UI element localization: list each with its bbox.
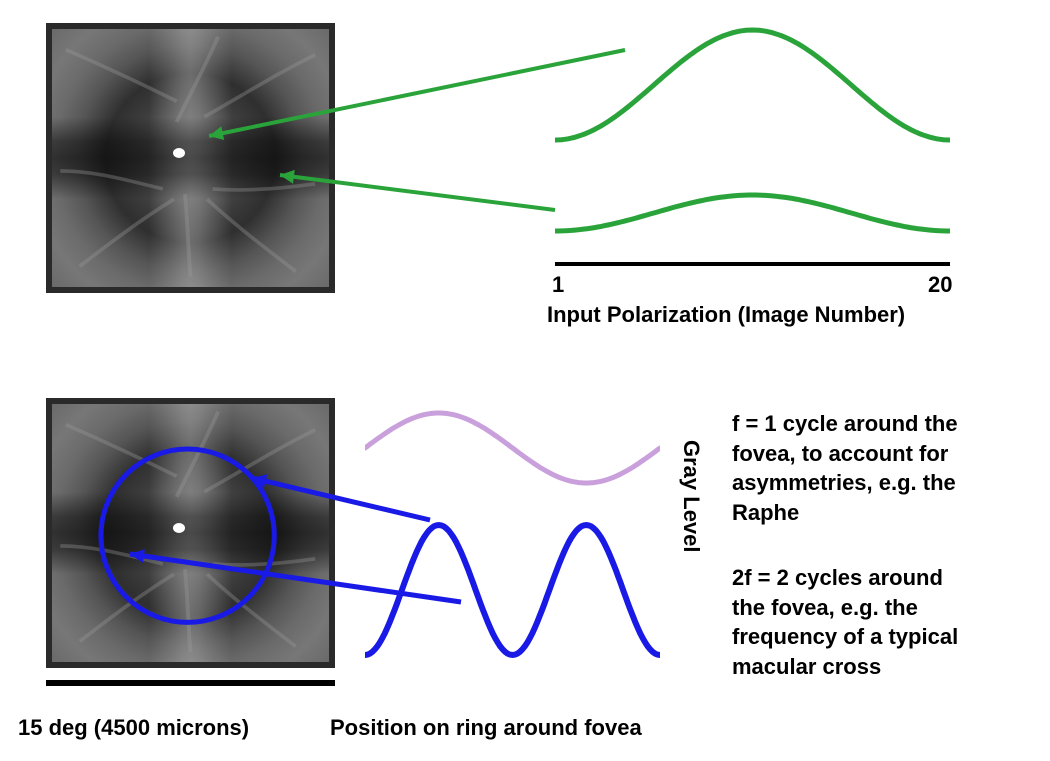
paragraph-2f-line: frequency of a typical xyxy=(732,622,958,652)
arrow-blue-lower xyxy=(115,539,476,617)
top-x-axis xyxy=(555,262,950,266)
scale-bar xyxy=(46,680,335,686)
arrow-top-lower xyxy=(265,160,570,225)
arrow-top-upper xyxy=(194,35,640,151)
top-sine-small xyxy=(555,175,950,250)
paragraph-2f-line: macular cross xyxy=(732,652,958,682)
figure-canvas: 1 20 Input Polarization (Image Number) 15 d… xyxy=(0,0,1050,761)
gray-level-label: Gray Level xyxy=(678,440,704,553)
paragraph-2f-line: the fovea, e.g. the xyxy=(732,593,958,623)
top-axis-tick-left: 1 xyxy=(552,272,564,298)
fovea-dot xyxy=(173,148,185,158)
paragraph-1f: f = 1 cycle around thefovea, to account … xyxy=(732,409,958,528)
paragraph-1f-line: fovea, to account for xyxy=(732,439,958,469)
top-axis-tick-right: 20 xyxy=(928,272,952,298)
arrow-blue-upper xyxy=(237,463,445,535)
paragraph-1f-line: asymmetries, e.g. the xyxy=(732,468,958,498)
paragraph-1f-line: Raphe xyxy=(732,498,958,528)
paragraph-1f-line: f = 1 cycle around the xyxy=(732,409,958,439)
top-axis-label: Input Polarization (Image Number) xyxy=(547,302,905,328)
paragraph-2f: 2f = 2 cycles aroundthe fovea, e.g. thef… xyxy=(732,563,958,682)
scale-bar-label: 15 deg (4500 microns) xyxy=(18,715,249,741)
bottom-x-axis-label: Position on ring around fovea xyxy=(330,715,642,741)
paragraph-2f-line: 2f = 2 cycles around xyxy=(732,563,958,593)
